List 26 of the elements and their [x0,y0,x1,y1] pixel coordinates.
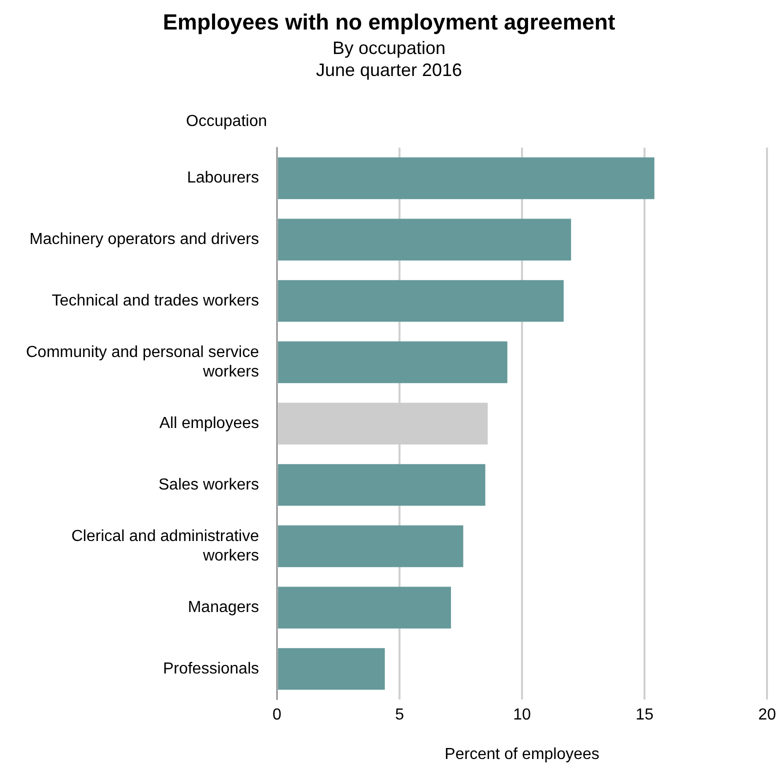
x-tick-label: 20 [758,706,776,724]
x-tick-label: 15 [636,706,654,724]
bar [278,280,564,322]
x-axis-title: Percent of employees [444,746,600,763]
y-tick-label: Managers [188,599,259,616]
y-tick-label: Community and personal service workers [26,344,260,380]
y-tick-label: Professionals [162,660,259,678]
bar [278,586,451,628]
bar [278,648,385,690]
bar [278,464,486,506]
bar [278,218,572,260]
x-tick-label: 10 [513,706,532,724]
chart-title: Employees with no employment agreement [162,9,616,34]
bar [278,341,508,384]
chart-subtitle: By occupation June quarter 2016 [316,38,462,80]
x-tick-label: 5 [395,706,404,724]
y-tick-label: Clerical and administrative workers [71,528,260,564]
y-tick-label: All employees [159,415,259,432]
bar [278,157,654,200]
bar [278,525,464,568]
y-axis-title: Occupation [186,113,267,130]
y-tick-label: Machinery operators and drivers [30,231,259,248]
y-tick-label: Technical and trades workers [52,292,259,310]
y-tick-label: Labourers [186,170,259,187]
y-tick-label: Sales workers [158,476,259,494]
x-tick-label: 0 [272,706,282,724]
